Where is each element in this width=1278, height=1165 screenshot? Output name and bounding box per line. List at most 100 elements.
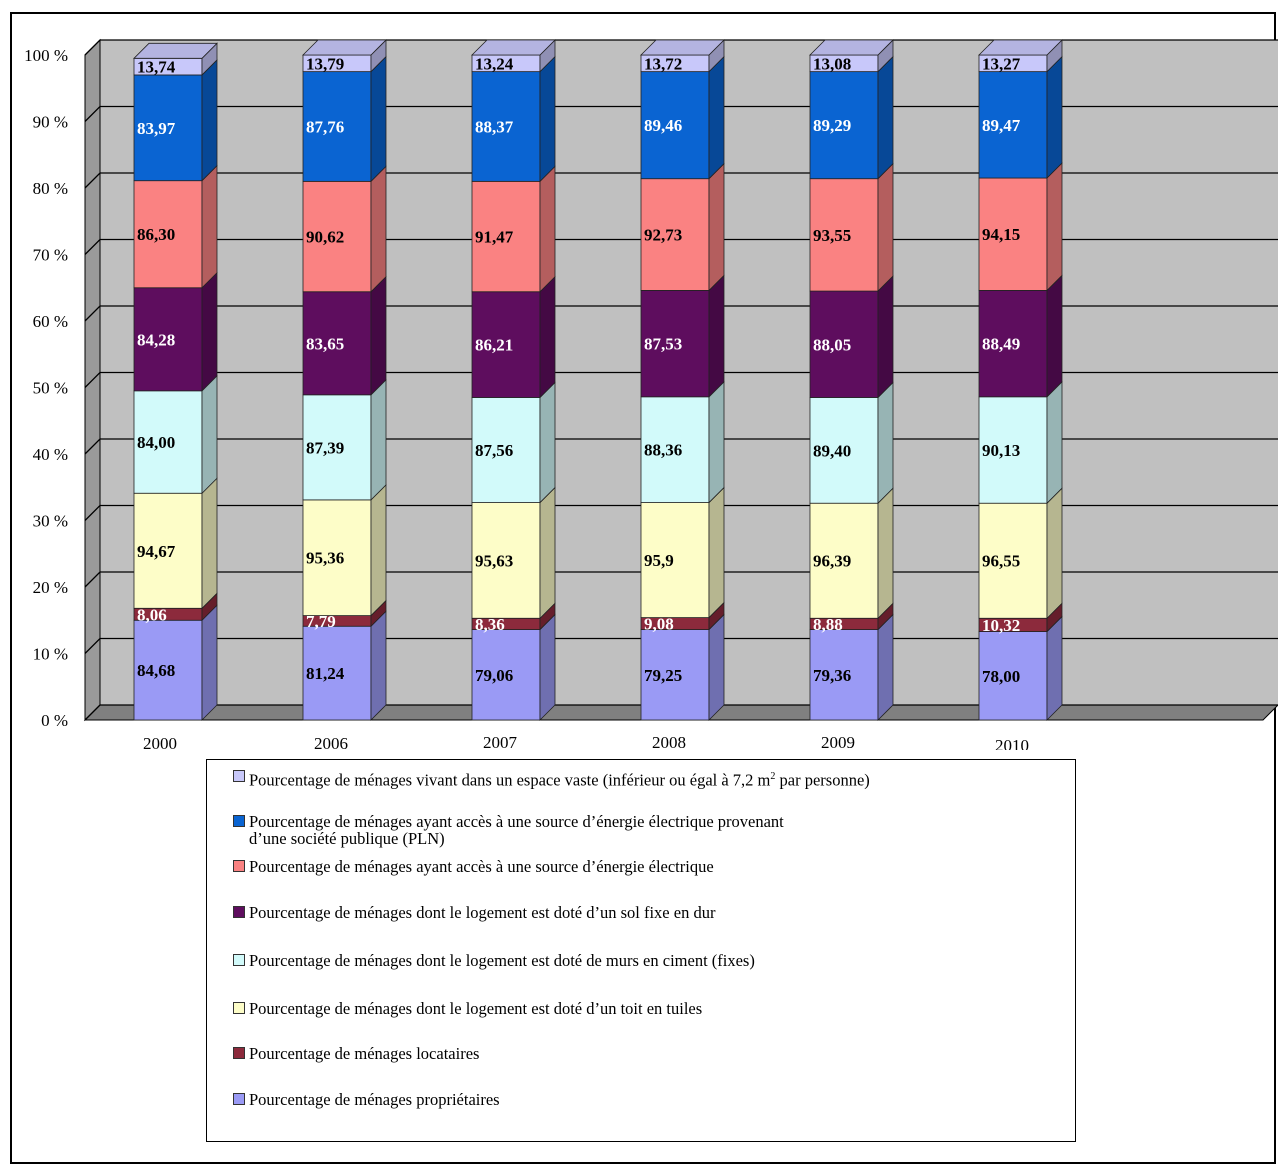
bar-segment-side [877,381,894,505]
legend-item-electricite: Pourcentage de ménages ayant accès à une… [233,858,714,875]
bar-value-label: 91,47 [475,228,514,247]
bar-segment [133,287,203,392]
bar-segment [302,625,372,721]
legend-swatch [233,770,245,782]
bar-value-label: 10,32 [982,616,1020,635]
bar-segment-side [370,275,387,396]
bar-segment [471,180,541,293]
legend-swatch [233,1047,245,1059]
bar-segment [978,290,1048,398]
bar-segment-side [201,374,218,495]
bar-segment [809,178,879,292]
bar-value-label: 13,72 [644,54,682,73]
bar-segment [133,180,203,289]
bar-top [978,39,1063,56]
bar-value-label: 87,76 [306,117,344,136]
bar-value-label: 96,55 [982,552,1020,571]
bar-value-label: 89,40 [813,441,851,460]
bar-segment-side [201,604,218,721]
bar-value-label: 79,06 [475,666,513,685]
bar-value-label: 81,24 [306,664,345,683]
bar-value-label: 94,67 [137,542,176,561]
bar-value-label: 88,37 [475,117,514,136]
y-tick-label: 0 % [41,711,68,730]
bar-segment-side [539,55,556,183]
bar-value-label: 86,21 [475,336,513,355]
bar-segment [978,396,1048,504]
bar-value-label: 94,15 [982,225,1020,244]
bar-segment-side [539,165,556,293]
bar-segment [302,71,372,182]
bar-value-label: 87,56 [475,441,513,460]
y-tick-label: 50 % [33,379,68,398]
bar-segment [978,631,1048,721]
bar-value-label: 92,73 [644,226,682,245]
bar-segment-side [708,55,725,180]
legend-label: Pourcentage de ménages dont le logement … [249,903,716,922]
bar-top [133,42,218,59]
bar-value-label: 13,24 [475,54,514,73]
bar-segment [133,74,203,182]
legend-item-espace: Pourcentage de ménages vivant dans un es… [233,768,870,789]
x-tick-label: 2008 [652,733,686,750]
bar-segment-side [1046,274,1063,398]
bar-top [471,39,556,56]
bar-segment-side [708,380,725,504]
y-tick-label: 90 % [33,113,68,132]
bar-value-label: 87,53 [644,335,682,354]
legend-swatch [233,1093,245,1105]
x-tick-label: 2000 [143,734,177,750]
bar-segment-side [877,613,894,721]
bar-segment-side [539,613,556,721]
bar-segment-side [539,381,556,504]
legend-swatch [233,860,245,872]
bar-segment-side [370,55,387,183]
bar-segment [471,629,541,721]
bar-value-label: 84,68 [137,661,175,680]
bar-value-label: 13,08 [813,54,851,73]
bar-value-label: 13,79 [306,54,344,73]
legend-item-pln: Pourcentage de ménages ayant accès à une… [233,813,784,847]
bar-segment [302,394,372,501]
bar-value-label: 95,36 [306,549,344,568]
legend-item-sol: Pourcentage de ménages dont le logement … [233,904,715,921]
bar-segment [640,502,710,618]
bar-value-label: 83,65 [306,334,344,353]
bar-value-label: 90,62 [306,228,344,247]
bar-segment [978,71,1048,179]
y-tick-label: 100 % [24,46,68,65]
bar-segment-side [539,486,556,620]
bar-value-label: 87,39 [306,438,344,457]
y-tick-label: 40 % [33,445,68,464]
bar-segment [640,178,710,291]
y-tick-label: 10 % [33,645,68,664]
bar-segment-side [708,274,725,398]
bar-segment-side [370,165,387,293]
stacked-bar-chart: 0 % 10 % 20 % 30 % 40 % 50 % 60 % 70 % 80 % 90 % 1… [24,38,1278,750]
bar-value-label: 90,13 [982,441,1020,460]
bar-segment-side [1046,615,1063,721]
bar-value-label: 86,30 [137,225,175,244]
bar-segment-side [370,483,387,617]
bar-segment [471,291,541,398]
bar-segment-side [1046,380,1063,505]
bar-value-label: 89,47 [982,116,1021,135]
bar-segment-side [370,378,387,501]
bar-value-label: 9,08 [644,615,674,634]
bar-segment-side [877,275,894,399]
bar-value-label: 7,79 [306,612,336,631]
bar-top [640,39,725,56]
bar-segment [302,180,372,293]
legend-swatch [233,1002,245,1014]
legend-label: Pourcentage de ménages vivant dans un es… [249,770,870,790]
bar-segment [978,177,1048,291]
bar-segment-side [1046,487,1063,620]
legend-swatch [233,815,245,827]
bar-segment-side [201,58,218,182]
bar-segment-side [708,486,725,619]
bar-top [809,39,894,56]
bar-value-label: 84,00 [137,433,175,452]
x-tick-label: 2010 [995,736,1029,750]
bar-segment-side [201,164,218,289]
bar-value-label: 89,29 [813,116,851,135]
